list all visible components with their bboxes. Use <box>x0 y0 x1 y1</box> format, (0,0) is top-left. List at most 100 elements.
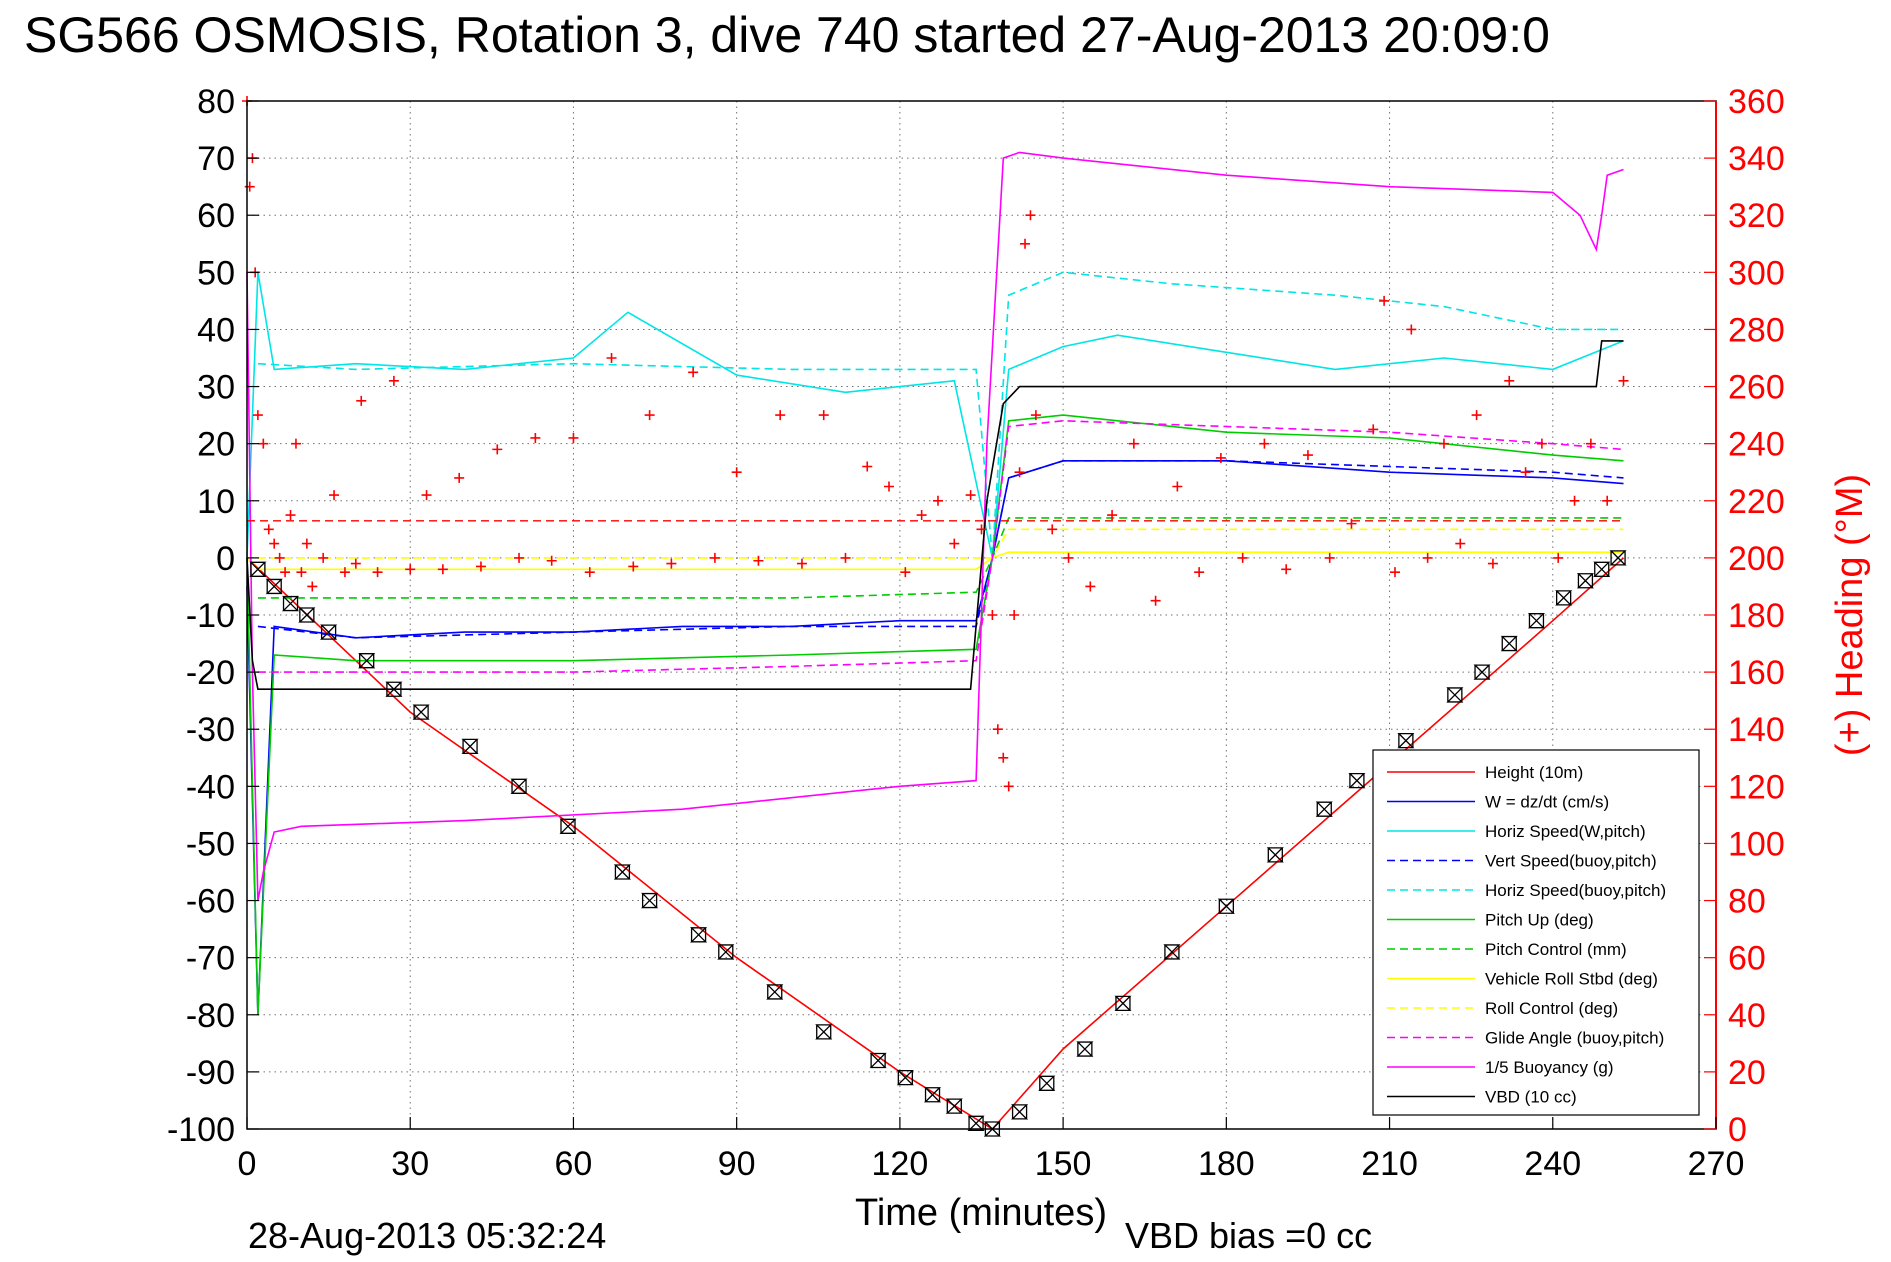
heading-marker <box>1536 438 1547 449</box>
heading-marker <box>900 567 911 578</box>
profile-marker <box>320 624 338 640</box>
heading-marker <box>731 467 742 478</box>
legend-label: Pitch Up (deg) <box>1485 911 1594 930</box>
heading-marker <box>987 610 998 620</box>
heading-marker <box>1259 438 1270 449</box>
x-tick-label: 210 <box>1361 1145 1418 1183</box>
profile-marker <box>1217 898 1235 914</box>
series-line <box>246 272 1624 559</box>
profile-marker <box>815 1024 833 1040</box>
y-tick-label: -10 <box>186 597 235 635</box>
profile-marker <box>461 738 479 755</box>
legend-label: 1/5 Buoyancy (g) <box>1485 1058 1614 1077</box>
y-tick-label: 30 <box>197 369 235 407</box>
heading-marker <box>1281 564 1292 575</box>
y2-axis-label: (+) Heading (°M) <box>1829 474 1871 756</box>
x-tick-label: 240 <box>1524 1145 1581 1183</box>
profile-marker <box>265 578 283 595</box>
y-tick-label: -40 <box>186 768 235 806</box>
y-axis-ticks: 80 70 60 50 40 30 20 10 0 -10 -20 -30 -40 -50 -60 -70 -8… <box>167 83 259 1149</box>
y2-tick-label: 40 <box>1728 997 1766 1035</box>
profile-marker <box>1576 573 1594 589</box>
y2-tick-label: 240 <box>1728 426 1785 464</box>
y2-tick-label: 60 <box>1728 940 1766 978</box>
y-tick-label: -80 <box>186 997 235 1035</box>
heading-marker <box>1030 410 1041 421</box>
profile-marker <box>869 1052 887 1069</box>
heading-marker <box>1379 295 1390 306</box>
profile-marker <box>298 607 316 623</box>
chart-title: SG566 OSMOSIS, Rotation 3, dive 740 star… <box>24 7 1550 63</box>
heading-marker <box>1602 495 1613 506</box>
y-tick-label: -100 <box>167 1111 235 1149</box>
y-tick-label: 80 <box>197 83 235 121</box>
heading-marker <box>1237 552 1248 563</box>
heading-marker <box>1390 567 1400 578</box>
profile-marker <box>1555 590 1573 606</box>
heading-marker <box>1346 518 1357 529</box>
y-tick-label: 0 <box>216 540 235 578</box>
legend-label: Height (10m) <box>1485 763 1583 782</box>
y-tick-label: 70 <box>197 140 235 178</box>
heading-marker <box>1003 781 1014 792</box>
legend-label: Roll Control (deg) <box>1485 999 1618 1018</box>
heading-marker <box>329 490 340 501</box>
profile-marker <box>1593 561 1611 577</box>
series-line <box>246 414 1624 1015</box>
heading-marker <box>1128 438 1139 449</box>
x-axis-ticks: 0 30 60 90 120 150 180 210 240 270 <box>238 1117 1744 1183</box>
heading-marker <box>356 395 367 406</box>
profile-marker <box>923 1087 942 1103</box>
heading-marker <box>916 510 927 521</box>
y2-tick-label: 260 <box>1728 369 1785 407</box>
y-tick-label: 20 <box>197 426 235 464</box>
heading-marker <box>350 558 361 569</box>
y-tick-label: 60 <box>197 197 235 235</box>
heading-marker <box>818 410 829 421</box>
y2-tick-label: 80 <box>1728 883 1766 921</box>
y-tick-label: -70 <box>186 940 235 978</box>
heading-marker <box>492 444 503 455</box>
series-line <box>257 271 1624 558</box>
series-line <box>246 551 1624 571</box>
y2-tick-label: 20 <box>1728 1054 1766 1092</box>
heading-marker <box>1368 424 1379 435</box>
x-tick-label: 60 <box>555 1145 593 1183</box>
legend-label: Vehicle Roll Stbd (deg) <box>1485 970 1658 989</box>
x-tick-label: 0 <box>238 1145 257 1183</box>
heading-marker <box>339 567 350 578</box>
profile-marker <box>1011 1104 1029 1120</box>
heading-marker <box>688 367 699 378</box>
profile-marker <box>1348 772 1366 789</box>
heading-marker <box>307 581 318 592</box>
profile-marker <box>1266 847 1284 863</box>
heading-marker <box>1406 324 1417 335</box>
heading-marker <box>1553 552 1564 563</box>
heading-marker <box>1471 410 1482 421</box>
profile-marker <box>945 1098 963 1114</box>
profile-marker <box>613 864 631 880</box>
heading-markers <box>242 96 1629 792</box>
legend-label: W = dz/dt (cm/s) <box>1485 793 1609 812</box>
heading-marker <box>965 490 976 501</box>
profile-marker <box>1397 732 1415 749</box>
heading-marker <box>1047 524 1058 535</box>
heading-marker <box>1150 595 1161 606</box>
heading-marker <box>530 432 541 443</box>
heading-marker <box>628 561 639 572</box>
heading-marker <box>840 552 851 563</box>
y-tick-label: -90 <box>186 1054 235 1092</box>
heading-marker <box>1455 538 1466 549</box>
heading-marker <box>1324 552 1335 563</box>
legend-label: Horiz Speed(W,pitch) <box>1485 822 1646 841</box>
y2-tick-label: 360 <box>1728 83 1785 121</box>
heading-marker <box>1422 552 1433 563</box>
y2-tick-label: 140 <box>1728 711 1785 749</box>
heading-marker <box>388 375 399 386</box>
y2-tick-label: 180 <box>1728 597 1785 635</box>
heading-marker <box>475 561 486 572</box>
heading-marker <box>437 564 448 575</box>
heading-marker <box>949 538 960 549</box>
profile-marker <box>690 927 708 943</box>
